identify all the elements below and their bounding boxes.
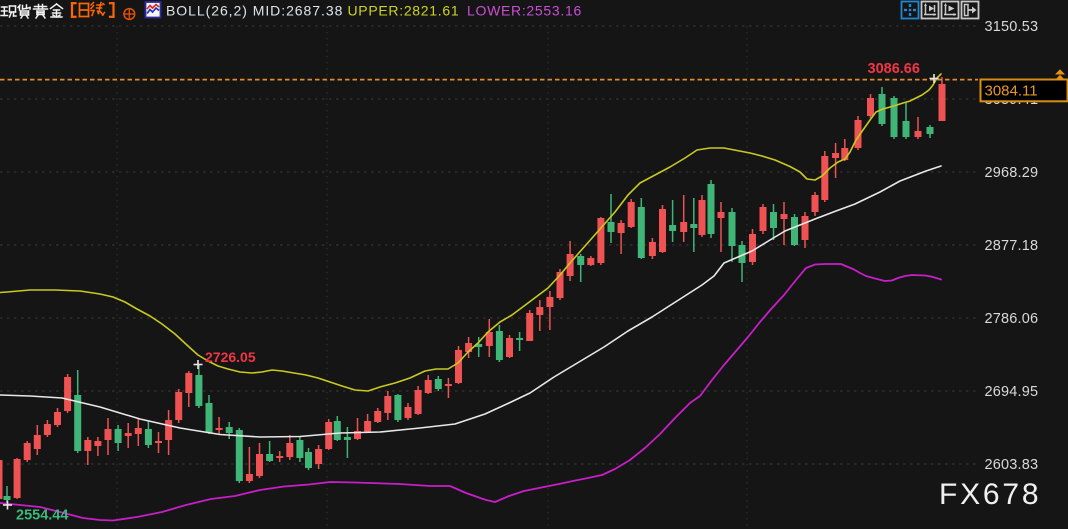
svg-text:LOWER:2553.16: LOWER:2553.16	[467, 2, 582, 18]
svg-text:UPPER:2821.61: UPPER:2821.61	[348, 2, 460, 18]
svg-text:2786.06: 2786.06	[985, 311, 1039, 327]
svg-text:FX678: FX678	[939, 478, 1041, 511]
svg-text:2694.95: 2694.95	[985, 384, 1039, 400]
svg-text:2877.18: 2877.18	[985, 238, 1039, 254]
svg-text:2554.44: 2554.44	[16, 508, 68, 524]
svg-text:3084.11: 3084.11	[985, 83, 1038, 100]
svg-text:2968.29: 2968.29	[985, 165, 1039, 181]
svg-text:BOLL(26,2) MID:2687.38: BOLL(26,2) MID:2687.38	[166, 2, 343, 18]
svg-text:2603.83: 2603.83	[985, 457, 1039, 473]
svg-text:3086.66: 3086.66	[868, 61, 920, 77]
svg-text:3150.53: 3150.53	[985, 19, 1039, 35]
svg-text:2726.05: 2726.05	[205, 349, 256, 365]
